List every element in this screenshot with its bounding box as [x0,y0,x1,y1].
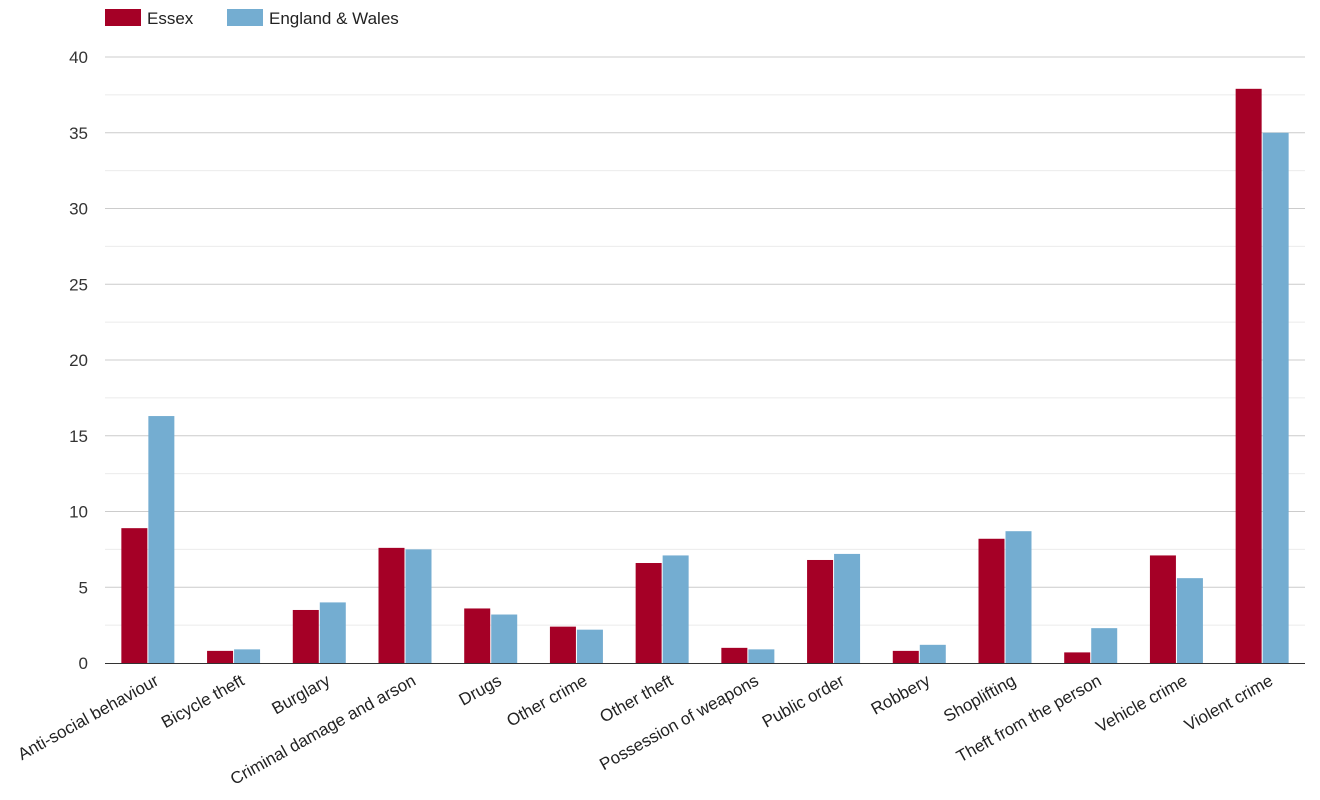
legend-item[interactable]: England & Wales [227,9,399,28]
x-tick-label: Theft from the person [953,671,1104,766]
bar-england-wales [748,649,775,663]
bar-essex [1149,555,1176,663]
legend-swatch [227,9,263,26]
bar-essex [549,626,576,663]
bar-essex [464,608,491,663]
bar-essex [1064,652,1091,663]
bar-england-wales [1262,132,1289,663]
x-tick-label: Anti-social behaviour [15,671,163,764]
bar-england-wales [834,553,861,663]
legend: Essex England & Wales [105,9,399,28]
bar-england-wales [919,644,946,663]
x-tick-label: Other theft [597,671,677,727]
bar-england-wales [148,416,175,663]
x-tick-label: Violent crime [1181,671,1276,735]
y-tick-label: 20 [69,351,88,370]
legend-label: Essex [147,9,194,28]
bar-england-wales [1005,531,1032,663]
bar-england-wales [1176,578,1203,663]
x-tick-label: Possession of weapons [596,671,761,774]
bar-england-wales [319,602,346,663]
grid [105,56,1305,626]
bar-essex [378,547,405,663]
bar-essex [121,528,148,663]
bar-essex [635,563,662,663]
bar-essex [807,559,834,663]
y-axis: 0 5 10 15 20 25 30 35 40 [69,48,88,673]
x-tick-label: Burglary [269,671,334,719]
legend-item[interactable]: Essex [105,9,194,28]
bar-england-wales [662,555,689,663]
x-tick-label: Vehicle crime [1093,671,1191,737]
x-tick-label: Drugs [456,671,505,710]
y-tick-label: 25 [69,275,88,294]
bar-essex [207,650,234,663]
bar-england-wales [1091,628,1118,663]
y-tick-label: 5 [79,578,88,597]
bar-england-wales [491,614,518,663]
bar-essex [892,650,919,663]
x-tick-label: Robbery [868,671,934,719]
y-tick-label: 10 [69,503,88,522]
x-tick-label: Public order [759,671,848,732]
y-tick-label: 15 [69,427,88,446]
legend-label: England & Wales [269,9,399,28]
bar-essex [721,647,748,663]
y-tick-label: 30 [69,200,88,219]
bar-england-wales [576,629,603,663]
bar-england-wales [405,549,432,663]
x-tick-label: Other crime [503,671,590,731]
legend-swatch [105,9,141,26]
bar-essex [978,538,1005,663]
bars [121,88,1289,663]
x-tick-label: Bicycle theft [158,671,248,732]
y-tick-label: 35 [69,124,88,143]
y-tick-label: 40 [69,48,88,67]
x-tick-label: Shoplifting [940,671,1019,726]
bar-essex [292,609,319,663]
bar-essex [1235,88,1262,663]
bar-england-wales [234,649,261,663]
y-tick-label: 0 [79,654,88,673]
